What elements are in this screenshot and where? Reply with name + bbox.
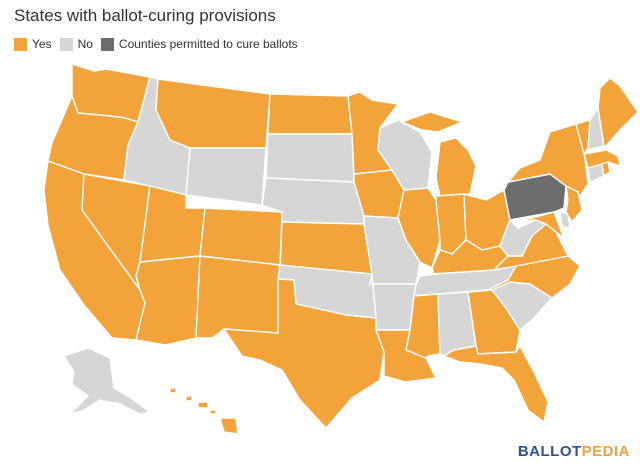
logo-part-pedia: PEDIA [581,443,630,460]
ballotpedia-logo: BALLOTPEDIA [518,443,630,460]
state-north-carolina[interactable] [487,255,581,299]
state-alaska[interactable] [63,347,151,415]
legend-swatch-counties [100,37,114,51]
state-hawaii[interactable] [169,387,239,435]
state-wyoming[interactable] [185,147,267,206]
state-maine[interactable] [597,77,639,147]
page-title: States with ballot-curing provisions [14,6,276,25]
legend: Yes No Counties permitted to cure ballot… [14,37,306,51]
state-north-dakota[interactable] [267,93,353,135]
state-south-dakota[interactable] [265,133,355,183]
legend-label-no: No [77,37,93,51]
state-arizona[interactable] [135,255,201,346]
legend-label-counties: Counties permitted to cure ballots [118,37,298,51]
state-utah[interactable] [139,185,206,263]
legend-item-counties: Counties permitted to cure ballots [100,37,298,51]
legend-item-no: No [59,37,93,51]
state-colorado[interactable] [199,207,283,266]
state-new-jersey[interactable] [565,185,583,223]
logo-part-ballot: BALLOT [517,443,582,460]
state-montana[interactable] [155,78,271,149]
legend-label-yes: Yes [32,37,52,51]
state-massachusetts[interactable] [583,149,621,169]
us-map [43,63,639,435]
state-florida[interactable] [443,345,549,423]
legend-item-yes: Yes [14,37,52,51]
legend-swatch-yes [14,37,27,51]
legend-swatch-no [59,37,73,51]
state-new-mexico[interactable] [195,255,281,339]
state-michigan[interactable] [401,111,477,197]
state-texas[interactable] [223,278,385,429]
state-delaware[interactable] [559,211,571,229]
state-maryland[interactable] [517,211,565,239]
